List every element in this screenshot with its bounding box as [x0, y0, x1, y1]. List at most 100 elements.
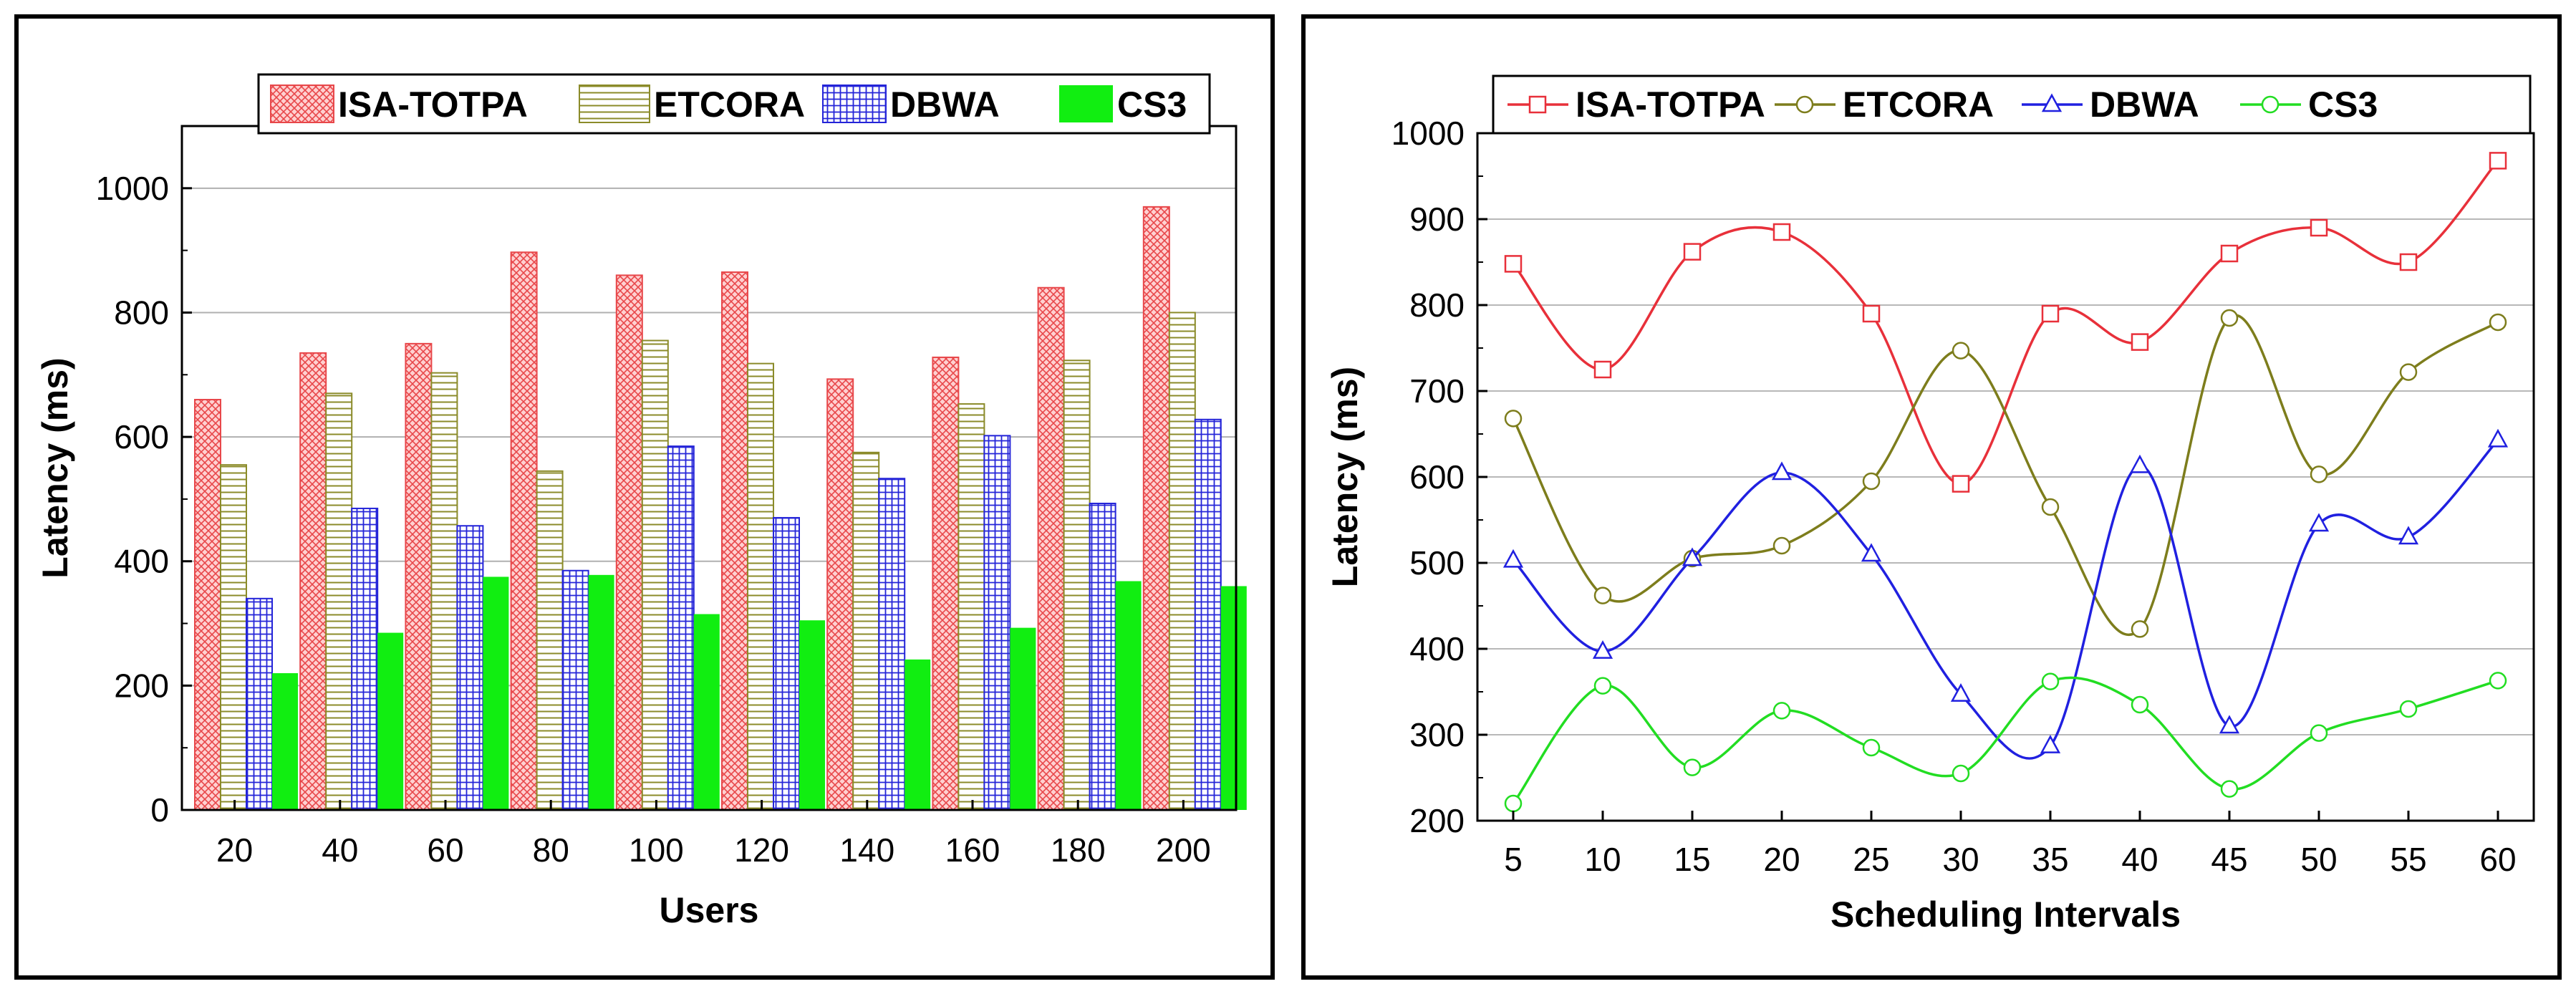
point-isa-totpa-20 — [1772, 223, 1791, 241]
legend-label-dbwa: DBWA — [2090, 85, 2199, 125]
point-isa-totpa-30 — [1952, 475, 1970, 493]
bar-etcora-120 — [747, 362, 774, 811]
y-tick-label: 600 — [114, 418, 169, 455]
x-tick-label: 45 — [2211, 841, 2247, 878]
bar-cs3-200 — [1220, 586, 1247, 810]
bar-dbwa-200 — [1194, 418, 1222, 811]
legend-label-cs3: CS3 — [1117, 85, 1187, 125]
bar-dbwa-100 — [667, 445, 695, 811]
y-tick-label: 800 — [114, 294, 169, 331]
bar-isa-totpa-80 — [510, 251, 538, 811]
bar-etcora-80 — [536, 470, 564, 811]
point-dbwa-15 — [1682, 547, 1703, 566]
legend-label-isa-totpa: ISA-TOTPA — [1576, 85, 1765, 125]
point-etcora-55 — [2399, 363, 2418, 381]
bar-etcora-60 — [430, 372, 458, 811]
point-isa-totpa-35 — [2041, 304, 2060, 323]
y-tick-label: 900 — [1409, 201, 1465, 238]
bar-chart: 0 200 400 600 800 1000 20 40 60 80 100 120 140 160 180… — [35, 73, 1247, 930]
bar-etcora-180 — [1063, 360, 1091, 811]
bar-isa-totpa-160 — [932, 356, 960, 811]
legend-label-etcora: ETCORA — [654, 85, 805, 125]
y-tick-label: 800 — [1409, 286, 1465, 324]
point-etcora-35 — [2041, 498, 2060, 516]
bar-cs3-160 — [1010, 627, 1036, 810]
point-etcora-25 — [1862, 472, 1881, 491]
bar-cs3-60 — [483, 576, 509, 810]
x-tick-label: 160 — [945, 831, 1000, 869]
x-tick-label: 5 — [1504, 841, 1523, 878]
x-tick-label: 120 — [734, 831, 789, 869]
bar-dbwa-40 — [351, 507, 379, 811]
x-tick-label: 35 — [2032, 841, 2068, 878]
x-tick-label: 60 — [2479, 841, 2516, 878]
bar-cs3-120 — [799, 620, 825, 810]
bar-etcora-160 — [957, 403, 985, 811]
bar-dbwa-140 — [878, 478, 906, 811]
line-chart-panel: 200 300 400 500 600 700 800 900 1000 5 10 15 20 25 30 3… — [1301, 14, 2562, 980]
point-dbwa-50 — [2308, 513, 2330, 532]
y-tick-label: 0 — [150, 791, 169, 829]
bar-cs3-20 — [272, 673, 298, 810]
y-tick-label: 200 — [114, 667, 169, 704]
legend-swatch-dbwa — [822, 85, 887, 123]
point-cs3-10 — [1593, 677, 1612, 695]
point-isa-totpa-15 — [1683, 243, 1702, 261]
legend-swatch-etcora — [579, 85, 650, 123]
bar-dbwa-160 — [983, 435, 1011, 811]
line-chart: 200 300 400 500 600 700 800 900 1000 5 10 15 20 25 30 3… — [1325, 74, 2535, 935]
bar-isa-totpa-20 — [194, 399, 221, 811]
bar-dbwa-180 — [1089, 502, 1116, 811]
legend-box — [257, 73, 1211, 135]
point-cs3-45 — [2220, 780, 2239, 798]
point-dbwa-40 — [2129, 454, 2151, 473]
legend-label-dbwa: DBWA — [890, 85, 1000, 125]
y-tick-label: 200 — [1409, 802, 1465, 839]
bar-dbwa-80 — [561, 569, 589, 811]
series-line-etcora — [1512, 314, 2499, 637]
bar-cs3-40 — [377, 632, 404, 810]
legend-marker-dbwa — [2041, 93, 2063, 112]
point-dbwa-5 — [1502, 549, 1524, 568]
legend-label-etcora: ETCORA — [1843, 85, 1994, 125]
point-isa-totpa-45 — [2220, 244, 2239, 263]
legend-swatch-isa-totpa — [270, 85, 334, 123]
x-tick-label: 10 — [1584, 841, 1621, 878]
series-line-dbwa — [1512, 439, 2499, 760]
point-cs3-15 — [1683, 758, 1702, 776]
point-etcora-10 — [1593, 587, 1612, 604]
x-tick-label: 55 — [2390, 841, 2426, 878]
bar-chart-panel: 0 200 400 600 800 1000 20 40 60 80 100 120 140 160 180… — [14, 14, 1275, 980]
x-tick-label: 20 — [1763, 841, 1800, 878]
point-cs3-5 — [1504, 794, 1523, 813]
point-etcora-30 — [1952, 342, 1970, 360]
point-dbwa-60 — [2487, 428, 2509, 448]
point-etcora-5 — [1504, 410, 1523, 428]
bar-etcora-200 — [1168, 312, 1196, 811]
point-dbwa-10 — [1592, 640, 1613, 659]
y-tick-label: 300 — [1409, 716, 1465, 753]
bar-cs3-180 — [1115, 581, 1142, 810]
point-isa-totpa-50 — [2310, 218, 2328, 237]
bar-cs3-140 — [905, 659, 931, 810]
x-tick-label: 30 — [1942, 841, 1979, 878]
point-cs3-35 — [2041, 672, 2060, 690]
y-tick-label: 1000 — [96, 170, 169, 207]
point-dbwa-25 — [1861, 543, 1882, 562]
bar-isa-totpa-140 — [826, 378, 854, 811]
x-tick-label: 60 — [427, 831, 463, 869]
bar-isa-totpa-180 — [1037, 286, 1065, 811]
y-tick-label: 600 — [1409, 458, 1465, 496]
x-axis-title: Scheduling Intervals — [1830, 894, 2181, 935]
point-isa-totpa-40 — [2131, 333, 2149, 351]
y-axis-title: Latency (ms) — [1325, 367, 1365, 587]
point-cs3-55 — [2399, 700, 2418, 718]
point-isa-totpa-10 — [1593, 360, 1612, 379]
x-tick-label: 50 — [2300, 841, 2337, 878]
bar-isa-totpa-120 — [721, 271, 748, 811]
point-etcora-50 — [2310, 465, 2328, 483]
y-tick-label: 400 — [114, 543, 169, 580]
legend-label-isa-totpa: ISA-TOTPA — [338, 85, 528, 125]
legend-marker-etcora — [1795, 95, 1814, 114]
legend-box — [1492, 74, 2532, 135]
